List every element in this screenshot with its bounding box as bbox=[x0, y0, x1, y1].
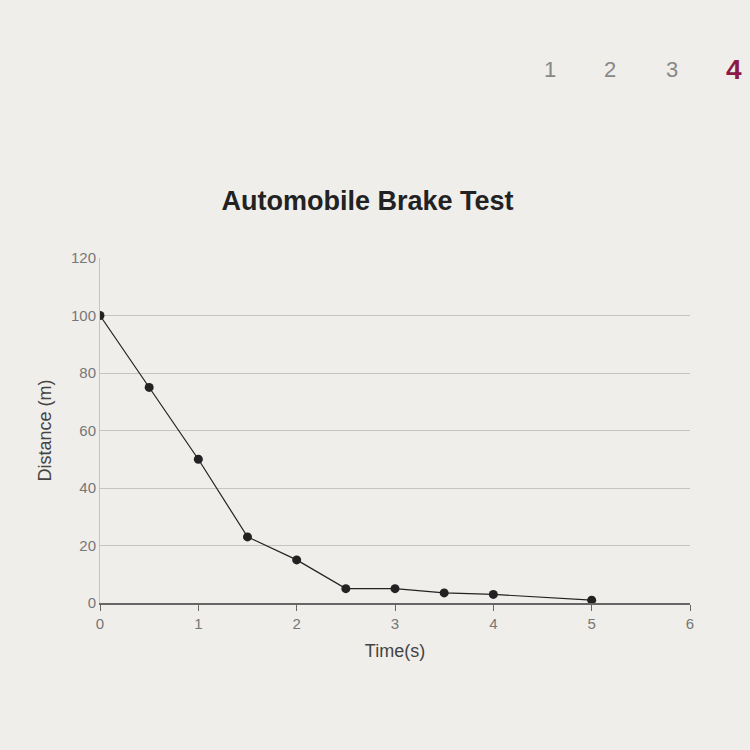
svg-text:1: 1 bbox=[544, 57, 556, 82]
svg-text:4: 4 bbox=[726, 54, 742, 85]
svg-text:3: 3 bbox=[666, 57, 678, 82]
svg-text:0: 0 bbox=[96, 615, 104, 632]
svg-text:5: 5 bbox=[587, 615, 595, 632]
svg-text:6: 6 bbox=[686, 615, 694, 632]
svg-text:60: 60 bbox=[79, 422, 96, 439]
svg-text:3: 3 bbox=[391, 615, 399, 632]
svg-text:Distance (m): Distance (m) bbox=[35, 379, 55, 481]
svg-text:40: 40 bbox=[79, 479, 96, 496]
svg-text:20: 20 bbox=[79, 537, 96, 554]
svg-text:80: 80 bbox=[79, 364, 96, 381]
svg-text:4: 4 bbox=[489, 615, 497, 632]
svg-text:120: 120 bbox=[71, 249, 96, 266]
svg-text:0: 0 bbox=[88, 594, 96, 611]
svg-text:100: 100 bbox=[71, 307, 96, 324]
svg-text:Time(s): Time(s) bbox=[365, 641, 425, 661]
svg-text:2: 2 bbox=[604, 57, 616, 82]
svg-text:2: 2 bbox=[292, 615, 300, 632]
svg-text:1: 1 bbox=[194, 615, 202, 632]
svg-text:Automobile Brake Test: Automobile Brake Test bbox=[221, 186, 513, 216]
